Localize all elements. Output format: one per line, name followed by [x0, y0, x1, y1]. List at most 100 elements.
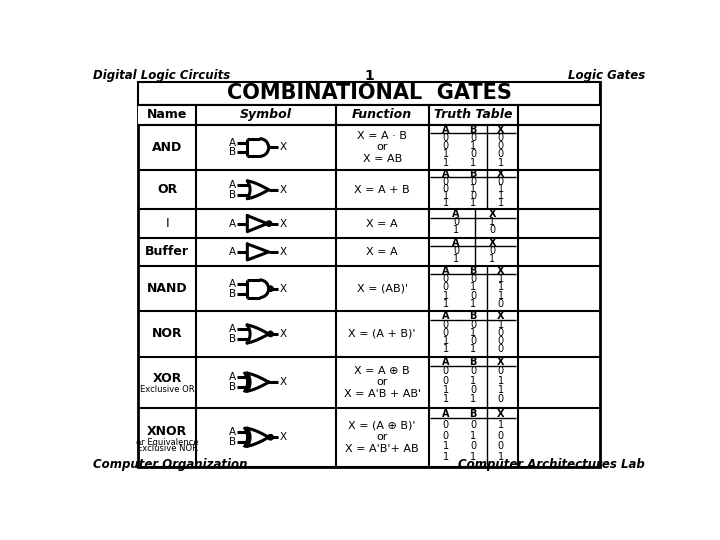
Text: A: A	[229, 247, 236, 257]
Text: X: X	[488, 210, 496, 219]
Text: A: A	[229, 138, 236, 147]
Text: 0: 0	[498, 367, 504, 376]
Circle shape	[269, 332, 272, 336]
Text: I: I	[166, 217, 169, 230]
Text: X: X	[280, 432, 287, 442]
Text: NOR: NOR	[152, 327, 182, 340]
Text: 0: 0	[443, 141, 449, 151]
Text: 1: 1	[498, 376, 504, 386]
Text: X: X	[280, 377, 287, 387]
Text: 0: 0	[498, 150, 504, 159]
Text: Exclusive OR: Exclusive OR	[140, 384, 194, 394]
Text: X = (A ⊕ B)'
or
X = A'B'+ AB: X = (A ⊕ B)' or X = A'B'+ AB	[346, 421, 419, 454]
Text: 1: 1	[470, 394, 477, 404]
Text: 1: 1	[498, 320, 504, 329]
Text: Computer Organization: Computer Organization	[93, 458, 248, 471]
Text: COMBINATIONAL  GATES: COMBINATIONAL GATES	[227, 83, 511, 103]
Text: 0: 0	[489, 246, 495, 256]
Text: 1: 1	[489, 218, 495, 227]
Text: X: X	[280, 247, 287, 257]
Text: 1: 1	[498, 291, 504, 301]
Text: X: X	[497, 125, 505, 135]
Text: A: A	[229, 324, 236, 334]
Text: 1: 1	[470, 452, 477, 462]
Text: 1: 1	[498, 184, 504, 194]
Text: X = A: X = A	[366, 247, 398, 257]
Text: 0: 0	[498, 299, 504, 309]
Text: 0: 0	[498, 336, 504, 346]
Text: 0: 0	[498, 328, 504, 338]
Text: 0: 0	[498, 177, 504, 186]
Text: 1: 1	[443, 385, 449, 395]
Text: 1: 1	[453, 226, 459, 235]
Text: 0: 0	[498, 394, 504, 404]
Text: 1: 1	[470, 282, 477, 293]
Text: X = A · B
or
X = AB: X = A · B or X = AB	[357, 131, 407, 164]
Text: 0: 0	[443, 420, 449, 430]
Text: 1: 1	[443, 191, 449, 201]
Text: 0: 0	[443, 274, 449, 284]
Text: 1: 1	[470, 328, 477, 338]
Text: 1: 1	[443, 441, 449, 451]
Text: 0: 0	[443, 376, 449, 386]
Text: 1: 1	[498, 282, 504, 293]
Circle shape	[269, 435, 272, 439]
Text: or Equivalence: or Equivalence	[136, 438, 199, 447]
Text: 1: 1	[453, 254, 459, 264]
Text: 0: 0	[470, 385, 477, 395]
Text: 1: 1	[364, 70, 374, 83]
Text: Name: Name	[147, 109, 187, 122]
Text: XOR: XOR	[153, 372, 181, 385]
Text: B: B	[229, 334, 236, 344]
Text: 0: 0	[453, 218, 459, 227]
Text: AND: AND	[152, 141, 182, 154]
Text: X = (AB)': X = (AB)'	[356, 284, 408, 294]
Text: X: X	[497, 409, 505, 419]
Text: X = A + B: X = A + B	[354, 185, 410, 195]
Text: B: B	[229, 190, 236, 200]
Text: 0: 0	[498, 344, 504, 354]
Text: 0: 0	[498, 133, 504, 143]
Text: 1: 1	[470, 141, 477, 151]
Text: X: X	[488, 238, 496, 248]
Text: 1: 1	[443, 150, 449, 159]
Text: B: B	[229, 382, 236, 392]
Text: 0: 0	[498, 441, 504, 451]
Bar	[138, 105, 600, 125]
Text: B: B	[229, 147, 236, 157]
Text: 1: 1	[443, 452, 449, 462]
Bar	[138, 82, 600, 467]
Text: B: B	[469, 170, 477, 179]
Text: X = (A + B)': X = (A + B)'	[348, 329, 416, 339]
Text: Buffer: Buffer	[145, 246, 189, 259]
Text: NAND: NAND	[147, 282, 187, 295]
Text: 1: 1	[470, 344, 477, 354]
Text: A: A	[229, 279, 236, 289]
Text: 0: 0	[470, 367, 477, 376]
Text: 1: 1	[443, 336, 449, 346]
Text: X: X	[280, 329, 287, 339]
Text: X: X	[497, 357, 505, 367]
Text: X: X	[497, 170, 505, 179]
Text: 1: 1	[443, 198, 449, 208]
Text: B: B	[469, 266, 477, 276]
Text: A: A	[452, 210, 460, 219]
Text: 1: 1	[470, 376, 477, 386]
Text: 0: 0	[443, 430, 449, 441]
Text: 0: 0	[443, 367, 449, 376]
Text: X: X	[280, 284, 287, 294]
Text: 1: 1	[498, 274, 504, 284]
Text: B: B	[229, 437, 236, 447]
Text: X = A ⊕ B
or
X = A'B + AB': X = A ⊕ B or X = A'B + AB'	[343, 366, 420, 399]
Text: A: A	[442, 311, 449, 321]
Text: 0: 0	[489, 226, 495, 235]
Text: 0: 0	[470, 336, 477, 346]
Text: 1: 1	[498, 158, 504, 168]
Bar	[138, 82, 600, 105]
Text: X: X	[280, 219, 287, 228]
Text: X: X	[280, 143, 287, 152]
Text: X: X	[497, 311, 505, 321]
Text: A: A	[452, 238, 460, 248]
Text: B: B	[229, 289, 236, 299]
Text: 0: 0	[470, 191, 477, 201]
